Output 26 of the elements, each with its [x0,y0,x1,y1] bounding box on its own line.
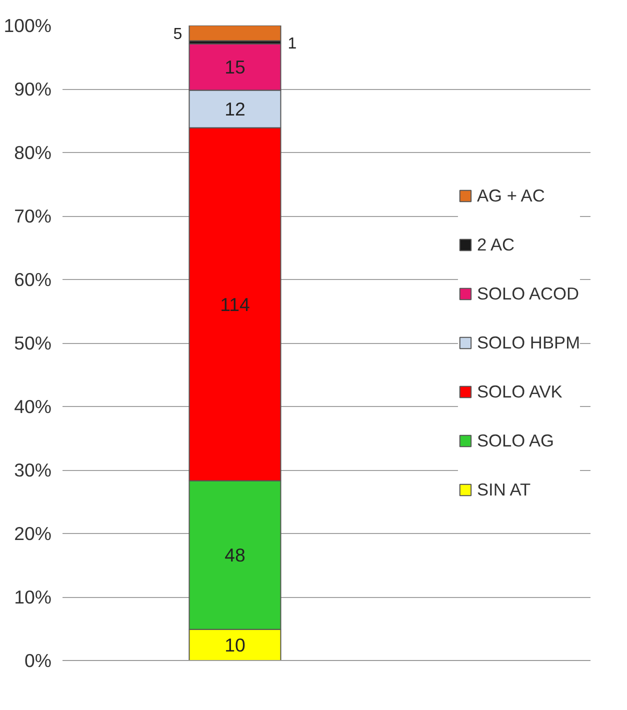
legend-label: SOLO AVK [476,381,562,402]
y-tick-label: 80% [14,142,52,163]
legend-label: SOLO AG [476,430,554,451]
y-tick-label: 30% [14,460,52,480]
y-tick-label: 60% [14,269,52,290]
legend-label: SOLO HBPM [476,332,580,353]
annotation: 48 [224,544,246,566]
annotation: 15 [224,56,246,78]
bar [188,26,282,42]
legend-label: SIN AT [476,479,531,500]
y-tick-label: 40% [14,396,52,417]
legend-label: AG + AC [476,185,545,206]
y-tick-label: 50% [14,332,52,354]
y-tick-label: 70% [14,206,52,226]
y-tick-label: 10% [14,586,52,608]
annotation: 5 [173,26,182,44]
annotation: 10 [224,634,246,656]
annotation: 12 [224,98,246,120]
annotation: 114 [220,294,250,315]
legend-label: SOLO ACOD [476,283,580,304]
annotation: 1 [288,35,297,52]
y-tick-label: 100% [4,15,52,36]
y-tick-label: 20% [14,523,52,544]
y-tick-label: 90% [14,78,52,100]
y-tick-label: 0% [24,650,52,671]
legend-label: 2 AC [476,234,515,255]
